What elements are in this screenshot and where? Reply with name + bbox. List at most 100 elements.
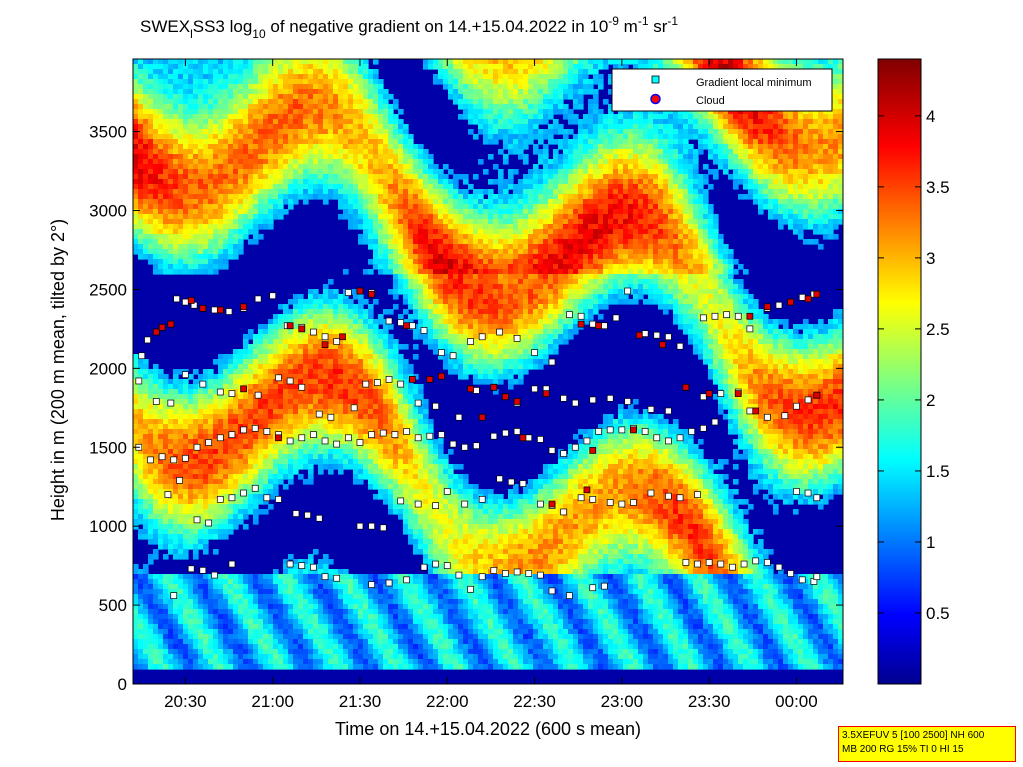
cloud-marker xyxy=(158,323,166,331)
gradient-minimum-marker xyxy=(665,437,672,445)
gradient-minimum-marker xyxy=(414,399,422,407)
gradient-minimum-marker xyxy=(304,511,311,519)
cloud-marker xyxy=(519,434,527,442)
cloud-marker xyxy=(813,391,821,399)
cloud-marker xyxy=(275,434,282,442)
gradient-minimum-marker xyxy=(228,494,236,502)
gradient-minimum-marker xyxy=(403,576,410,584)
gradient-minimum-marker xyxy=(182,298,189,306)
gradient-minimum-marker xyxy=(176,477,183,484)
cloud-marker xyxy=(577,320,585,328)
gradient-minimum-marker xyxy=(170,456,178,464)
gradient-minimum-marker xyxy=(138,352,146,360)
gradient-minimum-marker xyxy=(167,399,175,407)
gradient-minimum-marker xyxy=(589,495,597,503)
gradient-minimum-marker xyxy=(566,311,573,319)
gradient-minimum-marker xyxy=(263,494,271,502)
gradient-minimum-marker xyxy=(147,456,154,464)
cloud-marker xyxy=(240,385,247,393)
gradient-minimum-marker xyxy=(676,494,684,502)
gradient-minimum-marker xyxy=(676,434,684,442)
gradient-minimum-marker xyxy=(665,492,672,500)
info-line-1: 3.5XEFUV 5 [100 2500] NH 600 xyxy=(842,730,985,741)
gradient-minimum-marker xyxy=(740,560,748,568)
gradient-minimum-marker xyxy=(426,432,434,440)
gradient-minimum-marker xyxy=(804,396,812,404)
y-tick-label: 2500 xyxy=(89,280,127,299)
gradient-minimum-marker xyxy=(571,399,579,407)
gradient-minimum-marker xyxy=(408,322,416,330)
gradient-minimum-marker xyxy=(275,495,282,503)
legend-marker-minimum xyxy=(651,75,660,84)
gradient-minimum-marker xyxy=(286,377,294,385)
x-tick-label: 21:00 xyxy=(251,692,294,711)
gradient-minimum-marker xyxy=(775,301,783,309)
cloud-marker xyxy=(813,290,821,298)
gradient-minimum-marker xyxy=(793,402,800,410)
gradient-minimum-marker xyxy=(705,559,713,566)
gradient-minimum-marker xyxy=(577,312,585,320)
gradient-minimum-marker xyxy=(548,447,556,454)
gradient-minimum-marker xyxy=(798,576,806,584)
gradient-minimum-marker xyxy=(432,402,439,410)
gradient-minimum-marker xyxy=(507,478,515,486)
cloud-marker xyxy=(763,303,771,311)
legend-label-minimum: Gradient local minimum xyxy=(696,77,812,89)
gradient-minimum-marker xyxy=(350,404,358,412)
gradient-minimum-marker xyxy=(560,450,568,457)
cloud-marker xyxy=(804,295,812,303)
gradient-minimum-marker xyxy=(135,377,143,385)
cloud-marker xyxy=(478,413,486,421)
cloud-marker xyxy=(187,297,195,304)
gradient-minimum-marker xyxy=(665,333,672,341)
gradient-minimum-marker xyxy=(496,475,503,483)
gradient-minimum-marker xyxy=(228,431,236,438)
x-tick-label: 22:00 xyxy=(426,692,469,711)
gradient-minimum-marker xyxy=(443,488,451,495)
cloud-marker xyxy=(490,383,498,391)
gradient-minimum-marker xyxy=(763,559,771,566)
gradient-minimum-marker xyxy=(315,410,323,418)
gradient-minimum-marker xyxy=(653,434,661,442)
gradient-minimum-marker xyxy=(618,500,626,508)
gradient-minimum-marker xyxy=(560,394,568,402)
x-tick-label: 20:30 xyxy=(164,692,207,711)
cloud-marker xyxy=(403,322,410,330)
gradient-minimum-marker xyxy=(356,439,364,446)
x-tick-label: 22:30 xyxy=(513,692,556,711)
colorbar-tick-label: 3.5 xyxy=(926,178,950,197)
legend: Gradient local minimum Cloud xyxy=(611,68,833,112)
gradient-minimum-marker xyxy=(292,510,300,517)
gradient-minimum-marker xyxy=(473,387,480,394)
gradient-minimum-marker xyxy=(385,317,393,325)
gradient-minimum-marker xyxy=(682,559,690,566)
gradient-minimum-marker xyxy=(438,349,445,356)
gradient-minimum-marker xyxy=(205,519,213,527)
gradient-minimum-marker xyxy=(618,426,626,434)
x-tick-label: 00:00 xyxy=(775,692,818,711)
gradient-minimum-marker xyxy=(746,325,754,333)
gradient-minimum-marker xyxy=(804,489,812,497)
cloud-marker xyxy=(368,290,375,298)
gradient-minimum-marker xyxy=(560,508,568,516)
gradient-minimum-marker xyxy=(473,442,480,450)
gradient-minimum-marker xyxy=(225,308,233,315)
gradient-minimum-marker xyxy=(513,335,521,342)
gradient-minimum-marker xyxy=(298,434,306,442)
gradient-minimum-marker xyxy=(251,424,259,432)
gradient-minimum-marker xyxy=(478,333,486,341)
gradient-minimum-marker xyxy=(170,592,178,599)
legend-marker-cloud xyxy=(650,93,661,105)
gradient-minimum-marker xyxy=(606,394,614,402)
cloud-marker xyxy=(746,312,754,320)
gradient-minimum-marker xyxy=(531,349,538,356)
gradient-minimum-marker xyxy=(763,413,771,421)
gradient-minimum-marker xyxy=(606,426,614,434)
plot-area xyxy=(133,59,843,684)
gradient-minimum-marker xyxy=(286,560,294,568)
cloud-marker xyxy=(630,426,637,434)
gradient-minimum-marker xyxy=(240,489,247,497)
gradient-minimum-marker xyxy=(344,434,352,442)
gradient-minimum-marker xyxy=(356,522,364,530)
y-tick-label: 0 xyxy=(118,675,127,694)
